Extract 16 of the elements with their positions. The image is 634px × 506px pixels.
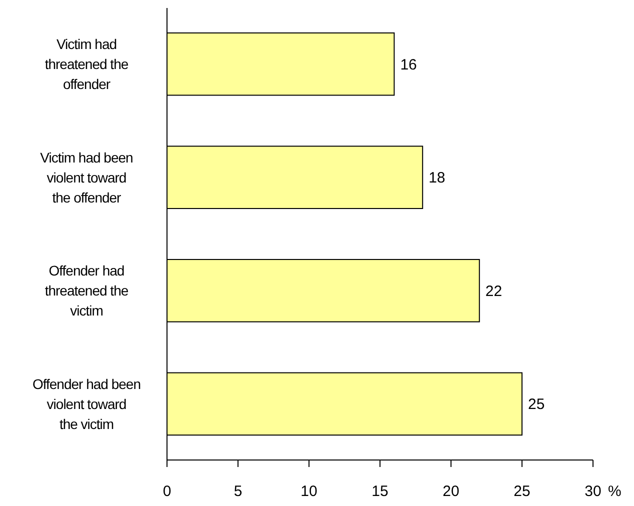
y-tick-label: Victim had been violent toward the offender <box>40 149 133 206</box>
data-label: 25 <box>528 396 545 414</box>
x-tick-label: 0 <box>162 483 172 500</box>
data-label: 16 <box>400 56 417 74</box>
data-label: 22 <box>485 282 502 300</box>
x-tick-label: 5 <box>234 483 242 500</box>
y-tick-label: Offender had been violent toward the victim <box>32 376 141 432</box>
x-tick-label: 20 <box>442 483 460 500</box>
y-tick-label: Offender had threatened the victim <box>44 262 129 319</box>
x-tick-label: 30 <box>584 483 602 500</box>
x-tick-label: 15 <box>372 483 388 500</box>
data-label: 18 <box>428 170 446 187</box>
x-tick-label: 25 <box>514 483 530 500</box>
y-tick-label: Victim had threatened the offender <box>44 36 129 92</box>
x-tick-label: 10 <box>300 483 318 500</box>
x-axis-title: % <box>608 483 622 500</box>
